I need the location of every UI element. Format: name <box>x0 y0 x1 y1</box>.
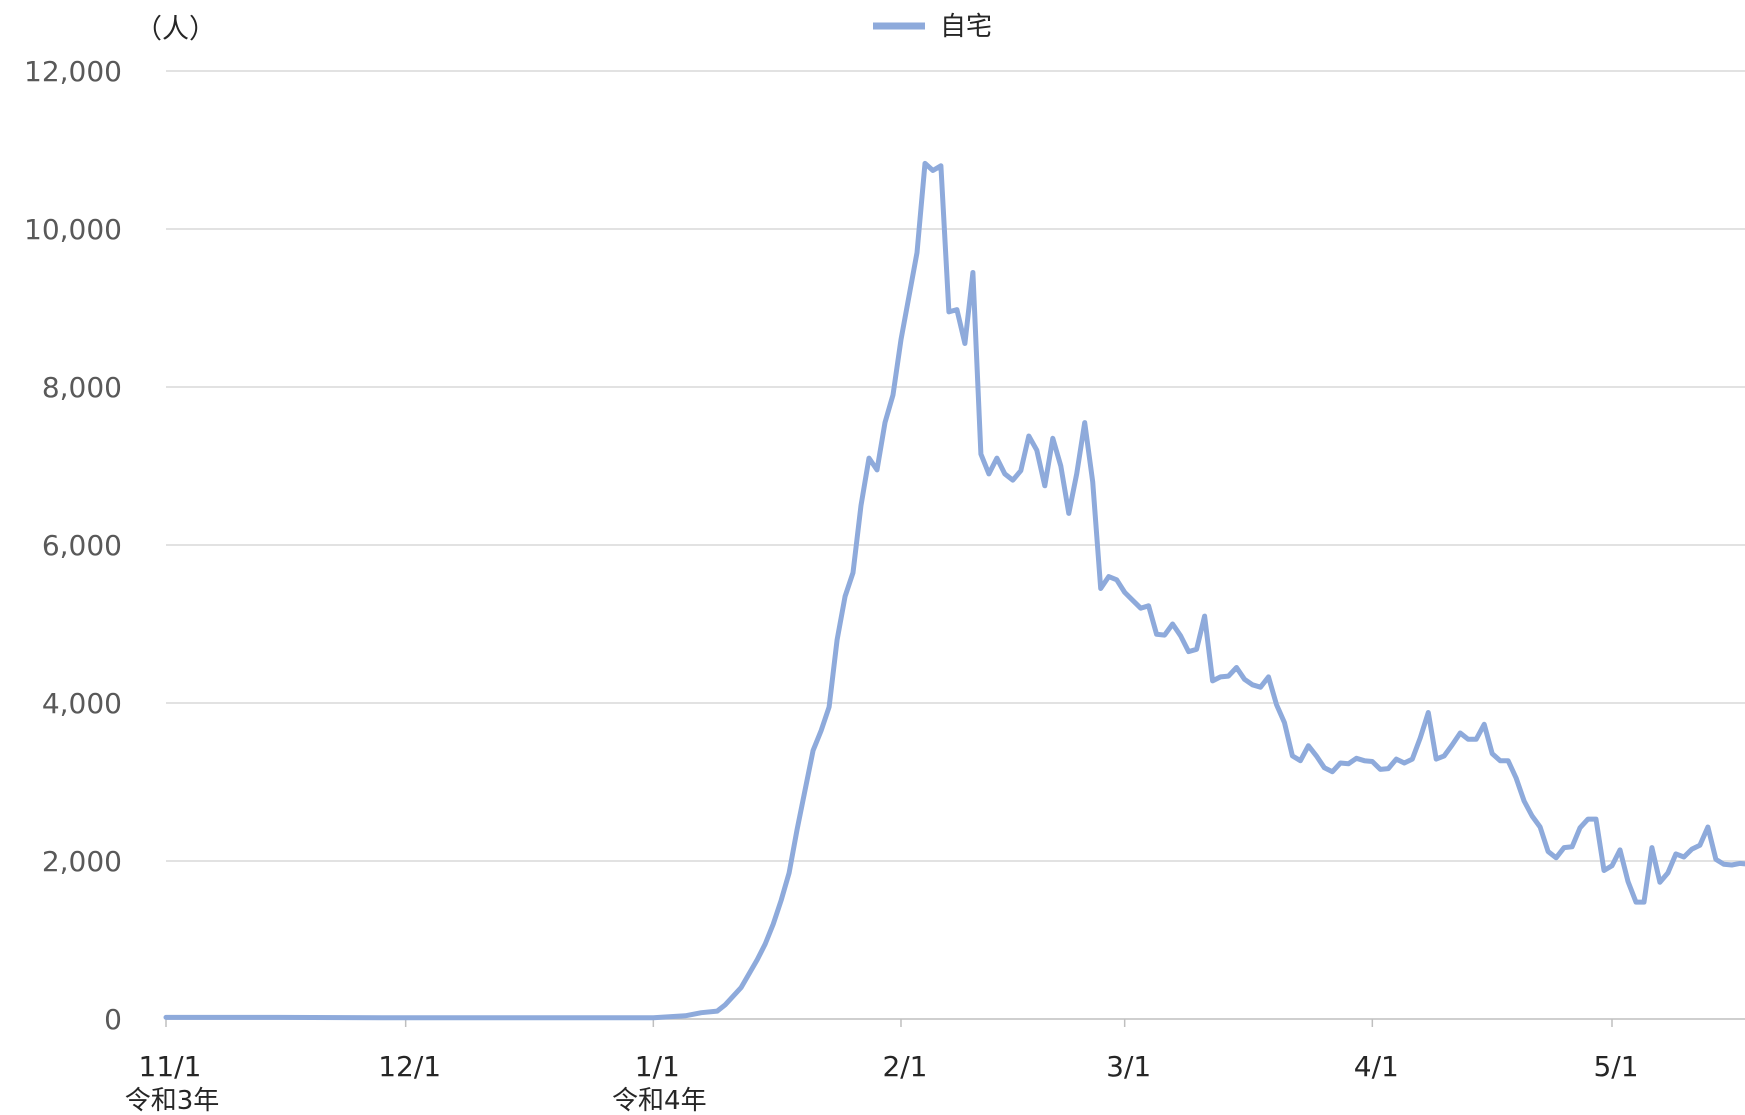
x-tick-era-label: 令和3年 <box>125 1086 220 1115</box>
x-tick-label: 5/1 <box>1593 1050 1638 1083</box>
x-tick-label: 4/1 <box>1354 1050 1399 1083</box>
y-unit-label: （人） <box>135 14 216 45</box>
y-tick-label: 6,000 <box>42 529 122 562</box>
legend-label: 自宅 <box>940 12 992 42</box>
y-tick-label: 12,000 <box>24 55 122 88</box>
y-tick-label: 8,000 <box>42 371 122 404</box>
legend: 自宅 <box>873 12 992 42</box>
x-tick-label: 12/1 <box>378 1050 441 1083</box>
y-tick-label: 10,000 <box>24 213 122 246</box>
x-tick-label: 1/1 <box>635 1050 680 1083</box>
series-line <box>163 160 1745 1021</box>
y-tick-label: 4,000 <box>42 687 122 720</box>
axes: 0 2,000 4,000 6,000 8,000 10,000 12,000 11/1 令和3… <box>24 55 1745 1115</box>
y-tick-label: 0 <box>104 1003 122 1036</box>
y-tick-label: 2,000 <box>42 845 122 878</box>
x-tick-label: 2/1 <box>882 1050 927 1083</box>
series-layer <box>163 160 1745 1021</box>
x-tick-label: 11/1 <box>139 1050 202 1083</box>
x-tick-label: 3/1 <box>1106 1050 1151 1083</box>
x-tick-era-label: 令和4年 <box>612 1086 707 1115</box>
grid <box>166 70 1745 862</box>
